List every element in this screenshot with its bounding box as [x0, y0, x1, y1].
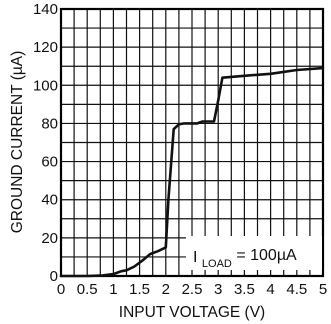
- y-tick-label: 40: [41, 192, 58, 209]
- y-tick-label: 100: [33, 77, 58, 94]
- x-tick-label: 3.5: [234, 281, 255, 298]
- x-tick-labels: 0 0.5 1 1.5 2 2.5 3 3.5 4 4.5 5: [57, 281, 327, 298]
- x-tick-label: 1.5: [129, 281, 150, 298]
- x-tick-label: 5: [319, 281, 327, 298]
- plot-frame: [59, 7, 325, 278]
- load-current-annotation: I LOAD = 100µA: [193, 247, 297, 271]
- x-tick-label: 1: [109, 281, 117, 298]
- y-axis-title: GROUND CURRENT (µA): [9, 51, 26, 234]
- x-tick-label: 4: [266, 281, 274, 298]
- annotation-background: [186, 236, 322, 270]
- x-tick-label: 3: [214, 281, 222, 298]
- x-tick-label: 0.5: [77, 281, 98, 298]
- annotation-main: I: [193, 249, 197, 266]
- y-tick-label: 140: [33, 1, 58, 18]
- y-tick-label: 120: [33, 39, 58, 56]
- y-tick-label: 20: [41, 230, 58, 247]
- y-tick-labels: 0 20 40 60 80 100 120 140: [33, 1, 58, 285]
- annotation-value: = 100µA: [236, 247, 297, 264]
- annotation-subscript: LOAD: [202, 258, 232, 270]
- x-tick-label: 4.5: [286, 281, 307, 298]
- grid-lines: [61, 9, 323, 276]
- x-tick-label: 2: [162, 281, 170, 298]
- x-tick-label: 0: [57, 281, 65, 298]
- x-tick-label: 2.5: [182, 281, 203, 298]
- y-tick-label: 60: [41, 154, 58, 171]
- y-tick-label: 0: [50, 268, 58, 285]
- ground-current-series-line: [59, 66, 325, 278]
- x-axis-title: INPUT VOLTAGE (V): [119, 304, 265, 321]
- y-tick-label: 80: [41, 115, 58, 132]
